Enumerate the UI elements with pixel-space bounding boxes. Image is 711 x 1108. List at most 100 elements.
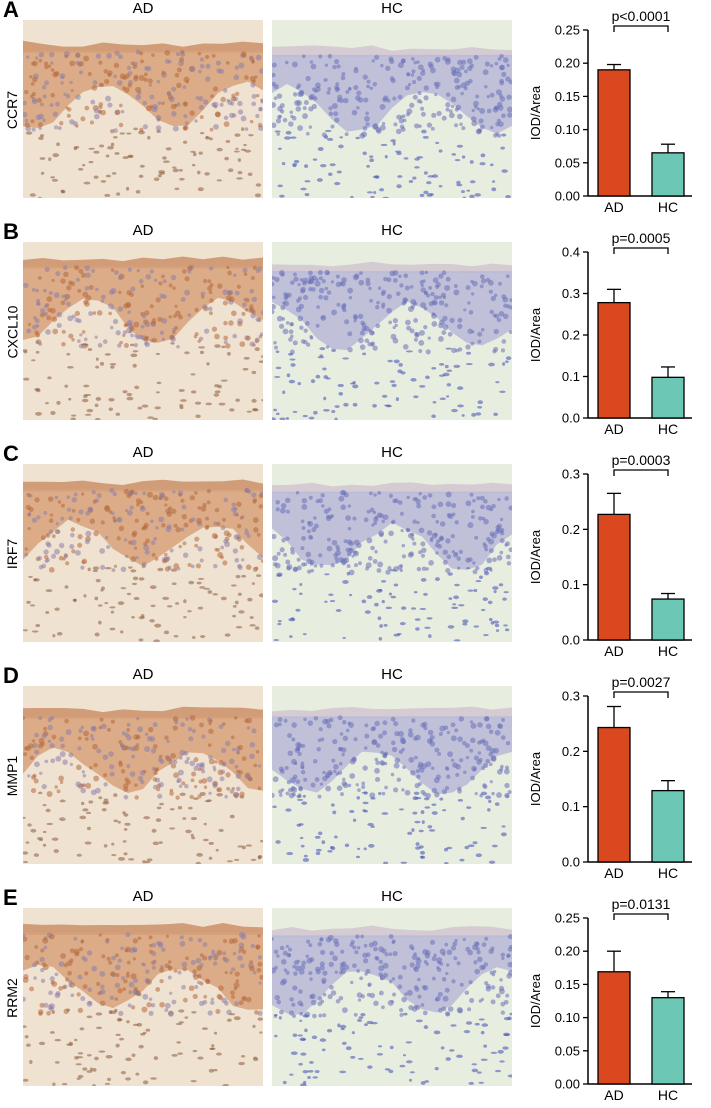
y-tick-label: 0.20	[555, 944, 580, 959]
y-tick-label: 0.0	[562, 855, 580, 870]
bar-hc	[651, 376, 685, 419]
y-tick-label: 0.00	[555, 189, 580, 204]
y-tick-label: 0.25	[555, 23, 580, 38]
y-tick-label: 0.3	[562, 286, 580, 301]
y-tick-label: 0.15	[555, 89, 580, 104]
image-title-ad: AD	[132, 222, 154, 239]
y-tick-label: 0.1	[562, 369, 580, 384]
image-title-ad: AD	[132, 888, 154, 905]
image-title-ad: AD	[132, 666, 154, 683]
y-tick-label: 0.05	[555, 155, 580, 170]
tissue-image-hc	[272, 20, 512, 198]
tissue-image-hc	[272, 686, 512, 864]
bar-ad	[597, 69, 631, 197]
y-axis-label: IOD/Area	[528, 529, 543, 584]
y-tick-label: 0.2	[562, 744, 580, 759]
x-tick-label: AD	[604, 421, 623, 437]
p-value: p=0.0131	[612, 896, 671, 912]
y-tick-label: 0.4	[562, 245, 580, 260]
bar-chart: IOD/Area 0.0 0.1 0.2 0.3 0.4 AD HC p=0.0005	[528, 230, 692, 437]
panel-letter: B	[3, 219, 19, 244]
image-title-hc: HC	[381, 888, 403, 905]
y-tick-label: 0.10	[555, 1010, 580, 1025]
x-tick-label: AD	[604, 1087, 623, 1103]
panel-letter: A	[3, 0, 19, 22]
gene-label: IRF7	[4, 538, 20, 570]
significance-bracket	[613, 913, 669, 920]
bar-ad	[597, 301, 631, 419]
y-axis-label: IOD/Area	[528, 85, 543, 140]
significance-bracket	[613, 691, 669, 698]
tissue-image-ad	[23, 20, 263, 198]
y-tick-label: 0.2	[562, 328, 580, 343]
x-tick-label: AD	[604, 199, 623, 215]
tissue-image-hc	[272, 242, 512, 420]
panel-letter: D	[3, 663, 19, 688]
tissue-image-ad	[23, 908, 263, 1086]
x-tick-label: HC	[658, 199, 678, 215]
x-tick-label: HC	[658, 1087, 678, 1103]
tissue-image-ad	[23, 242, 263, 420]
gene-label: RRM2	[4, 978, 21, 1018]
p-value: p=0.0003	[612, 452, 671, 468]
y-axis-label: IOD/Area	[528, 973, 543, 1028]
bar-ad	[597, 726, 631, 863]
y-tick-label: 0.3	[562, 689, 580, 704]
y-tick-label: 0.2	[562, 522, 580, 537]
p-value: p=0.0005	[612, 230, 671, 246]
bar-hc	[651, 598, 685, 641]
p-value: p<0.0001	[612, 8, 671, 24]
image-title-ad: AD	[132, 0, 154, 17]
y-tick-label: 0.25	[555, 911, 580, 926]
y-tick-label: 0.0	[562, 633, 580, 648]
bar-chart: IOD/Area 0.00 0.05 0.10 0.15 0.20 0.25 AD HC p<0.…	[528, 8, 692, 215]
image-title-ad: AD	[132, 444, 154, 461]
x-tick-label: AD	[604, 865, 623, 881]
y-tick-label: 0.0	[562, 411, 580, 426]
y-tick-label: 0.00	[555, 1077, 580, 1092]
y-tick-label: 0.1	[562, 577, 580, 592]
gene-label: MMP1	[4, 755, 21, 797]
tissue-image-ad	[23, 464, 263, 642]
panel-d: D MMP1 AD HC IOD/Area 0.0 0.1 0.2 0.3 AD HC p=0.002…	[0, 663, 711, 884]
x-tick-label: HC	[658, 643, 678, 659]
y-tick-label: 0.15	[555, 977, 580, 992]
x-tick-label: HC	[658, 421, 678, 437]
image-title-hc: HC	[381, 666, 403, 683]
tissue-image-hc	[272, 908, 512, 1086]
x-tick-label: AD	[604, 643, 623, 659]
significance-bracket	[613, 25, 669, 32]
panel-e: E RRM2 AD HC IOD/Area 0.00 0.05 0.10 0.15 0.20 0.2…	[0, 885, 711, 1106]
image-title-hc: HC	[381, 0, 403, 17]
significance-bracket	[613, 469, 669, 476]
bar-ad	[597, 513, 631, 641]
y-axis-label: IOD/Area	[528, 751, 543, 806]
panel-b: B CXCL10 AD HC IOD/Area 0.0 0.1 0.2 0.3 0.4 AD HC p=…	[0, 219, 711, 440]
panel-letter: E	[3, 885, 18, 910]
bar-ad	[597, 971, 631, 1085]
bar-hc	[651, 789, 685, 863]
significance-bracket	[613, 247, 669, 254]
tissue-image-hc	[272, 464, 512, 642]
y-axis-label: IOD/Area	[528, 307, 543, 362]
gene-label: CXCL10	[4, 305, 21, 359]
y-tick-label: 0.05	[555, 1043, 580, 1058]
y-tick-label: 0.10	[555, 122, 580, 137]
y-tick-label: 0.1	[562, 799, 580, 814]
panel-a: A CCR7 AD HC IOD/Area 0.00 0.05 0.10 0.15 0.20 0.2…	[0, 0, 711, 218]
image-title-hc: HC	[381, 444, 403, 461]
bar-chart: IOD/Area 0.00 0.05 0.10 0.15 0.20 0.25 AD HC p=0.…	[528, 896, 692, 1103]
p-value: p=0.0027	[612, 674, 671, 690]
x-tick-label: HC	[658, 865, 678, 881]
bar-hc	[651, 152, 685, 197]
bar-hc	[651, 997, 685, 1085]
y-tick-label: 0.3	[562, 467, 580, 482]
panel-c: C IRF7 AD HC IOD/Area 0.0 0.1 0.2 0.3 AD HC p=0.000…	[0, 441, 711, 662]
y-tick-label: 0.20	[555, 56, 580, 71]
gene-label: CCR7	[4, 90, 20, 130]
image-title-hc: HC	[381, 222, 403, 239]
bar-chart: IOD/Area 0.0 0.1 0.2 0.3 AD HC p=0.0003	[528, 452, 692, 659]
panel-letter: C	[3, 441, 19, 466]
bar-chart: IOD/Area 0.0 0.1 0.2 0.3 AD HC p=0.0027	[528, 674, 692, 881]
tissue-image-ad	[23, 686, 263, 864]
